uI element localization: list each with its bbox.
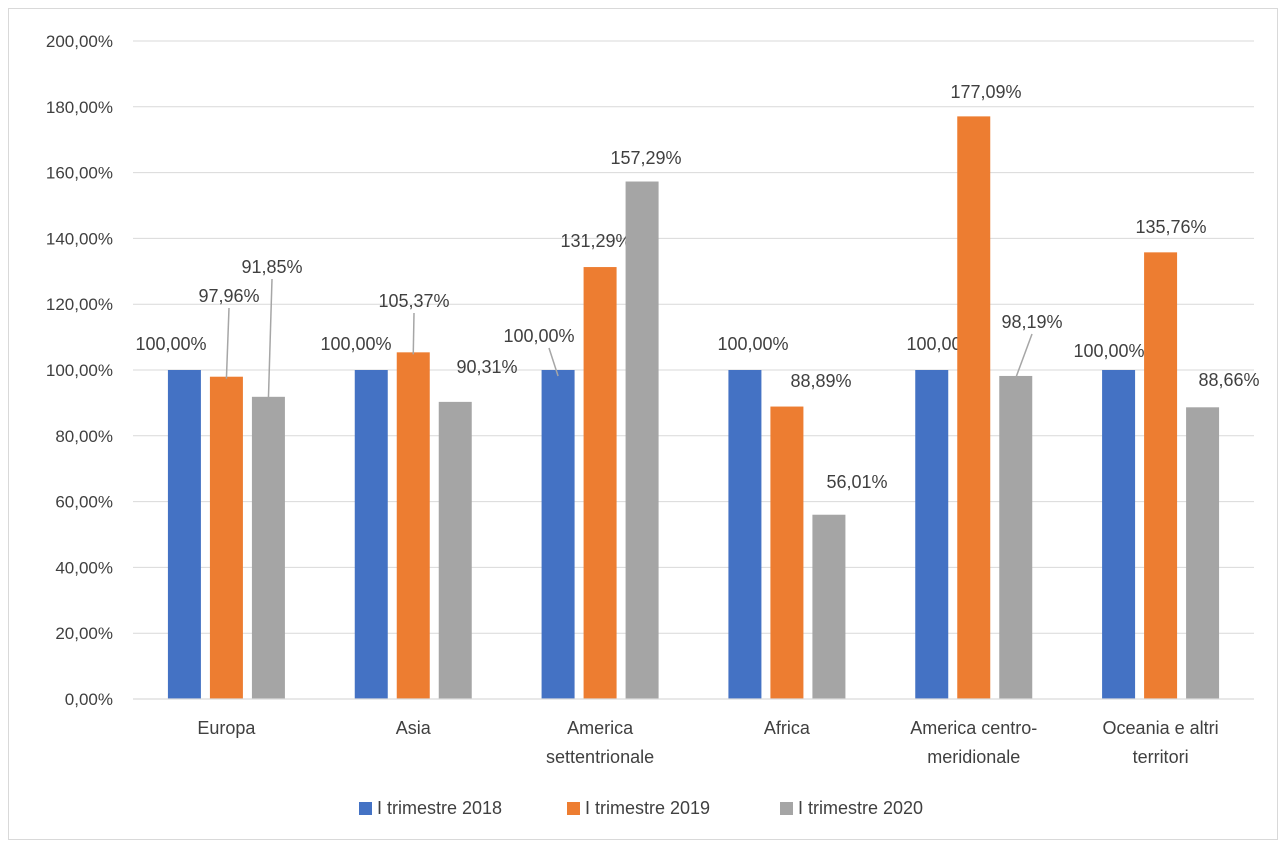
x-tick-label: Africa: [764, 718, 811, 738]
bar: [728, 370, 762, 699]
data-label: 100,00%: [717, 334, 788, 354]
bar: [625, 181, 659, 700]
bar-chart: 0,00% 20,00% 40,00% 60,00% 80,00% 100,00% 120,…: [46, 32, 1260, 818]
bar: [915, 370, 949, 699]
chart-frame: 0,00% 20,00% 40,00% 60,00% 80,00% 100,00% 120,…: [8, 8, 1278, 840]
legend-swatch: [567, 802, 580, 815]
x-tick-label: territori: [1133, 747, 1189, 767]
y-tick-label: 0,00%: [65, 690, 113, 709]
x-tick-label: meridionale: [927, 747, 1020, 767]
y-tick-label: 20,00%: [55, 624, 113, 643]
x-tick-label: America: [567, 718, 634, 738]
y-tick-label: 80,00%: [55, 427, 113, 446]
data-label: 88,66%: [1198, 370, 1259, 390]
label-leader-line: [548, 347, 559, 377]
label-leader-line: [412, 312, 415, 355]
x-tick-label: settentrionale: [546, 747, 654, 767]
x-tick-label: America centro-: [910, 718, 1037, 738]
label-leader-line: [1015, 333, 1033, 379]
bar: [396, 352, 430, 699]
legend-label: I trimestre 2018: [377, 798, 502, 818]
legend-label: I trimestre 2019: [585, 798, 710, 818]
data-label: 90,31%: [456, 357, 517, 377]
x-tick-label: Asia: [396, 718, 432, 738]
y-tick-label: 40,00%: [55, 558, 113, 577]
bar: [167, 370, 201, 699]
label-leader-line: [267, 278, 273, 399]
y-tick-label: 200,00%: [46, 32, 113, 51]
data-label: 88,89%: [790, 371, 851, 391]
y-tick-label: 180,00%: [46, 98, 113, 117]
bar: [770, 406, 804, 699]
bar: [438, 401, 472, 699]
x-tick-label: Europa: [197, 718, 256, 738]
data-label: 97,96%: [198, 286, 259, 306]
label-leader-line: [225, 307, 230, 379]
data-label: 100,00%: [320, 334, 391, 354]
bar: [1144, 252, 1178, 699]
x-tick-label: Oceania e altri: [1103, 718, 1219, 738]
y-tick-label: 60,00%: [55, 493, 113, 512]
bar: [999, 375, 1033, 699]
bar: [583, 267, 617, 699]
y-tick-label: 160,00%: [46, 164, 113, 183]
bar: [1102, 370, 1136, 699]
legend-swatch: [780, 802, 793, 815]
y-tick-label: 140,00%: [46, 229, 113, 248]
bar: [209, 376, 243, 699]
bar: [957, 116, 991, 699]
y-tick-label: 100,00%: [46, 361, 113, 380]
y-tick-label: 120,00%: [46, 295, 113, 314]
bar: [541, 370, 575, 699]
data-label: 135,76%: [1135, 217, 1206, 237]
data-label: 100,00%: [1073, 341, 1144, 361]
bar: [812, 514, 846, 699]
data-label: 56,01%: [826, 472, 887, 492]
legend-swatch: [359, 802, 372, 815]
data-label: 91,85%: [241, 257, 302, 277]
data-label: 177,09%: [950, 82, 1021, 102]
data-label: 98,19%: [1001, 312, 1062, 332]
bar: [251, 396, 285, 699]
data-label: 100,00%: [135, 334, 206, 354]
bar: [1186, 407, 1220, 699]
data-label: 100,00%: [503, 326, 574, 346]
data-label: 131,29%: [560, 231, 631, 251]
data-label: 105,37%: [378, 291, 449, 311]
legend-label: I trimestre 2020: [798, 798, 923, 818]
data-label: 157,29%: [610, 148, 681, 168]
bar: [354, 370, 388, 699]
